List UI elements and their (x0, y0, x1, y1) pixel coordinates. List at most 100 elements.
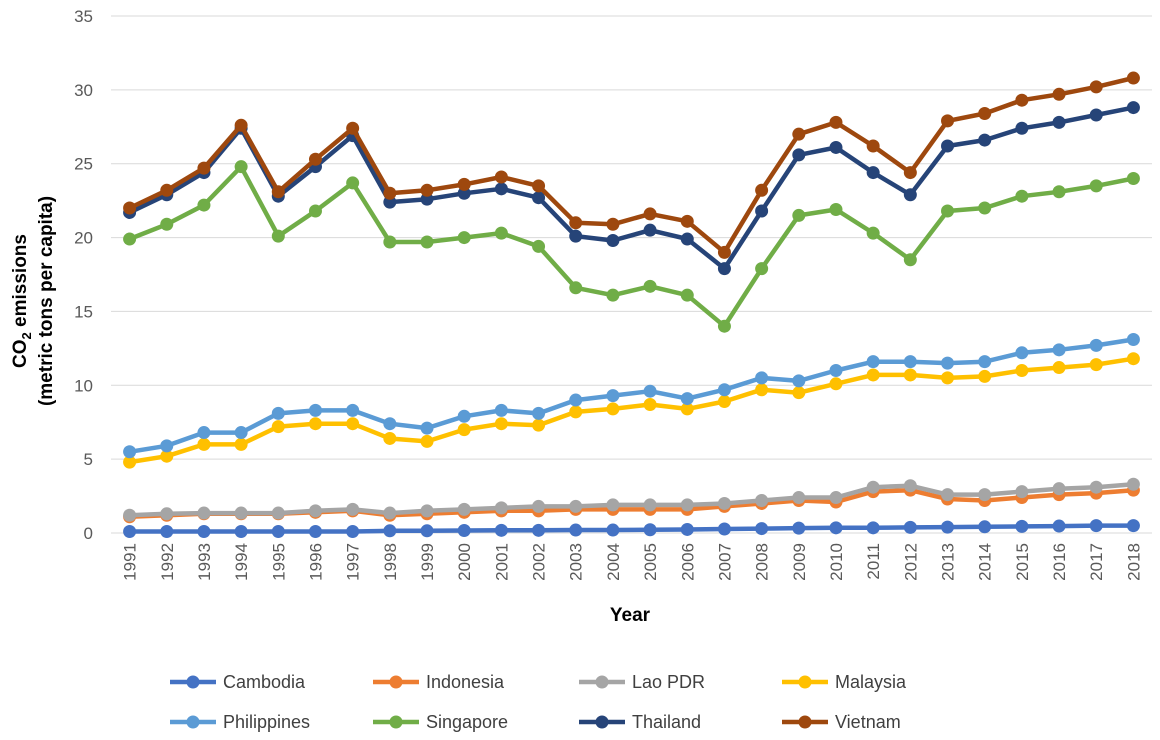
data-point-malaysia-2005 (643, 397, 657, 411)
data-point-philippines-2015 (1015, 346, 1029, 360)
data-point-lao-pdr-2007 (717, 496, 731, 510)
data-point-cambodia-2012 (903, 520, 917, 534)
data-point-lao-pdr-2002 (532, 499, 546, 513)
series-vietnam (123, 71, 1140, 259)
data-point-philippines-2001 (494, 403, 508, 417)
data-point-cambodia-1994 (234, 525, 248, 539)
x-tick-label-2000: 2000 (455, 543, 474, 581)
data-point-lao-pdr-2015 (1015, 485, 1029, 499)
data-point-vietnam-1998 (383, 186, 397, 200)
data-point-vietnam-2001 (494, 170, 508, 184)
data-point-thailand-2005 (643, 223, 657, 237)
data-point-malaysia-2017 (1089, 358, 1103, 372)
data-point-vietnam-2003 (569, 216, 583, 230)
y-tick-label-20: 20 (74, 229, 93, 248)
data-point-malaysia-2011 (866, 368, 880, 382)
data-point-philippines-1993 (197, 426, 211, 440)
y-tick-label-5: 5 (84, 450, 93, 469)
data-point-vietnam-2013 (941, 114, 955, 128)
data-point-singapore-2016 (1052, 185, 1066, 199)
data-point-vietnam-2005 (643, 207, 657, 221)
data-point-thailand-2015 (1015, 121, 1029, 135)
data-point-malaysia-2013 (941, 371, 955, 385)
legend-item-lao-pdr: Lao PDR (579, 672, 705, 692)
data-point-vietnam-2012 (903, 166, 917, 180)
data-point-cambodia-1995 (271, 525, 285, 539)
legend-marker-cambodia (186, 675, 200, 689)
data-point-lao-pdr-2014 (978, 488, 992, 502)
data-point-thailand-2012 (903, 188, 917, 202)
data-point-vietnam-2002 (532, 179, 546, 193)
data-point-vietnam-2017 (1089, 80, 1103, 94)
data-point-singapore-1991 (123, 232, 137, 246)
data-point-cambodia-1992 (160, 525, 174, 539)
data-point-malaysia-1998 (383, 431, 397, 445)
series-malaysia (123, 352, 1140, 469)
legend-marker-philippines (186, 715, 200, 729)
x-tick-label-2001: 2001 (492, 543, 511, 581)
data-point-philippines-2016 (1052, 343, 1066, 357)
legend: Cambodia Indonesia Lao PDR Malaysia Philippi… (170, 672, 907, 732)
data-point-cambodia-2004 (606, 523, 620, 537)
legend-item-cambodia: Cambodia (170, 672, 306, 692)
data-point-cambodia-2010 (829, 521, 843, 535)
x-tick-label-2006: 2006 (678, 543, 697, 581)
data-point-lao-pdr-1997 (346, 502, 360, 516)
data-point-thailand-2007 (717, 262, 731, 276)
data-point-malaysia-1993 (197, 437, 211, 451)
data-point-vietnam-1993 (197, 161, 211, 175)
data-point-cambodia-2006 (680, 522, 694, 536)
x-tick-label-1994: 1994 (232, 543, 251, 581)
data-point-singapore-2005 (643, 279, 657, 293)
data-point-cambodia-2014 (978, 520, 992, 534)
data-point-thailand-2017 (1089, 108, 1103, 122)
legend-item-philippines: Philippines (170, 712, 310, 732)
x-tick-label-2018: 2018 (1124, 543, 1143, 581)
data-point-malaysia-2012 (903, 368, 917, 382)
series-cambodia (123, 519, 1140, 539)
data-point-philippines-2005 (643, 384, 657, 398)
x-tick-label-1991: 1991 (121, 543, 140, 581)
data-point-philippines-1995 (271, 406, 285, 420)
data-point-lao-pdr-1995 (271, 506, 285, 520)
series-line-singapore (127, 164, 1136, 329)
data-point-philippines-2006 (680, 392, 694, 406)
y-axis-title-co: CO (10, 339, 31, 368)
series-line-philippines (127, 337, 1136, 455)
data-point-philippines-2003 (569, 393, 583, 407)
data-point-malaysia-1997 (346, 417, 360, 431)
data-point-thailand-2014 (978, 133, 992, 147)
data-point-lao-pdr-2006 (680, 498, 694, 512)
data-point-singapore-2007 (717, 319, 731, 333)
data-point-philippines-2011 (866, 355, 880, 369)
data-point-malaysia-1991 (123, 455, 137, 469)
data-point-cambodia-2009 (792, 521, 806, 535)
data-point-lao-pdr-1991 (123, 508, 137, 522)
data-point-philippines-2000 (457, 409, 471, 423)
data-point-lao-pdr-2003 (569, 499, 583, 513)
data-point-singapore-2011 (866, 226, 880, 240)
data-point-philippines-1998 (383, 417, 397, 431)
series-line-malaysia (127, 356, 1136, 465)
data-point-singapore-2001 (494, 226, 508, 240)
data-point-cambodia-2007 (717, 522, 731, 536)
data-point-lao-pdr-1994 (234, 506, 248, 520)
data-point-lao-pdr-2018 (1126, 477, 1140, 491)
data-point-singapore-2009 (792, 208, 806, 222)
data-point-lao-pdr-2000 (457, 502, 471, 516)
data-point-philippines-1991 (123, 445, 137, 459)
data-point-lao-pdr-2008 (755, 494, 769, 508)
data-point-philippines-1996 (308, 403, 322, 417)
legend-marker-indonesia (389, 675, 403, 689)
data-point-malaysia-2000 (457, 423, 471, 437)
data-point-vietnam-2009 (792, 127, 806, 141)
legend-label-philippines: Philippines (223, 712, 310, 732)
data-point-philippines-2008 (755, 371, 769, 385)
data-point-malaysia-2009 (792, 386, 806, 400)
data-point-lao-pdr-1996 (308, 504, 322, 518)
x-tick-label-2002: 2002 (530, 543, 549, 581)
data-point-cambodia-1996 (308, 525, 322, 539)
data-point-thailand-2001 (494, 182, 508, 196)
